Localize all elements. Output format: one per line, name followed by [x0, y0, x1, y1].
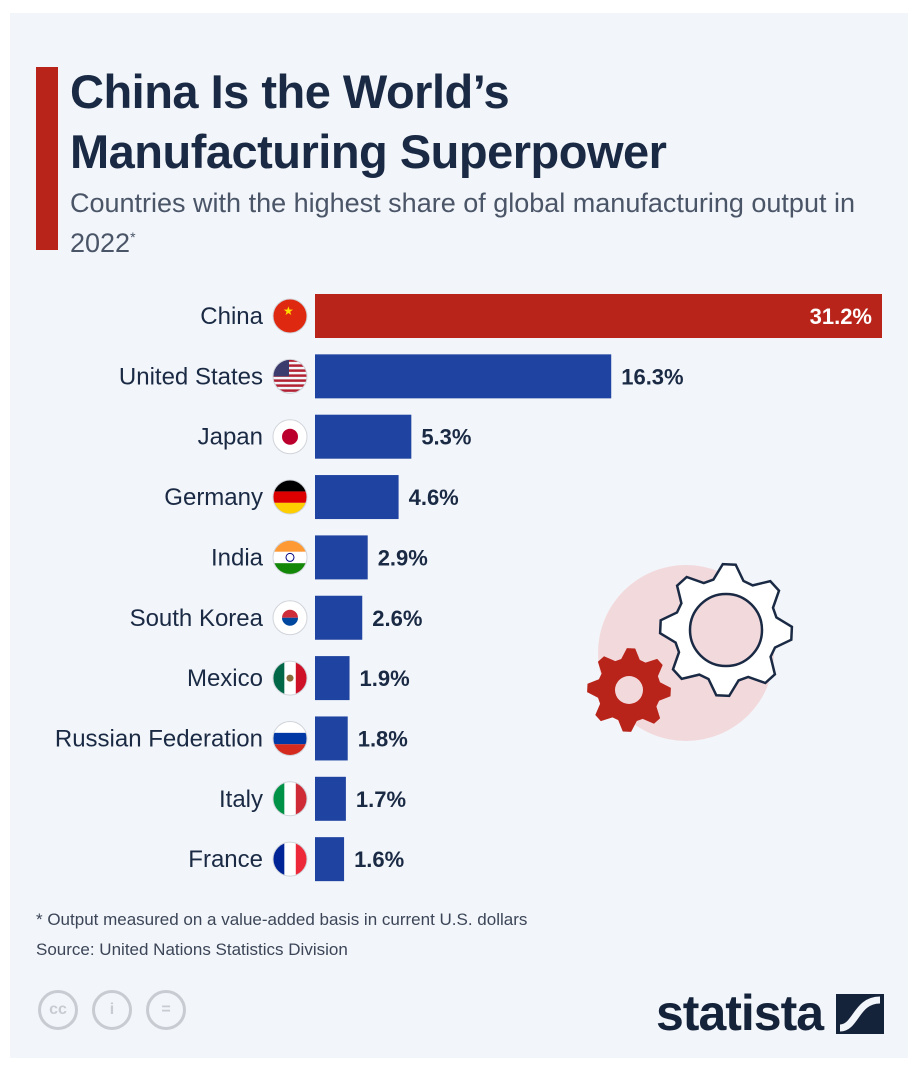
bar	[315, 595, 363, 640]
flag-icon	[272, 419, 308, 455]
bar-row: France 1.6%	[188, 837, 404, 882]
category-label: Mexico	[187, 665, 263, 692]
bar-row: Russian Federation 1.8%	[55, 716, 408, 761]
red-gear-hole	[615, 676, 643, 704]
creative-commons-icon[interactable]: cc	[38, 990, 78, 1030]
value-label: 31.2%	[810, 304, 872, 329]
bar	[315, 776, 346, 821]
bar	[315, 837, 345, 882]
bar-row: Mexico 1.9%	[187, 656, 410, 701]
gears-illustration	[587, 562, 794, 741]
value-label: 2.6%	[372, 606, 422, 631]
bar-row: South Korea 2.6%	[130, 595, 422, 640]
category-label: India	[211, 544, 264, 571]
value-label: 1.8%	[358, 726, 408, 751]
flag-icon	[272, 720, 308, 756]
no-derivatives-icon[interactable]: =	[146, 990, 186, 1030]
value-label: 1.7%	[356, 787, 406, 812]
value-label: 1.9%	[360, 666, 410, 691]
value-label: 4.6%	[409, 485, 459, 510]
source-note: Source: United Nations Statistics Divisi…	[36, 940, 348, 959]
bar-row: Germany 4.6%	[164, 475, 459, 520]
value-label: 2.9%	[378, 545, 428, 570]
statista-logo-mark	[835, 994, 884, 1034]
bar	[315, 716, 348, 761]
attribution-icon[interactable]: i	[92, 990, 132, 1030]
title-accent-bar	[36, 67, 58, 250]
value-label: 16.3%	[621, 364, 683, 389]
category-label: Germany	[164, 484, 263, 511]
white-gear-hole	[688, 592, 764, 668]
bar-row: India 2.9%	[211, 535, 428, 580]
bar-row: Italy 1.7%	[219, 776, 406, 821]
subtitle-text: Countries with the highest share of glob…	[70, 188, 855, 258]
chart-subtitle: Countries with the highest share of glob…	[70, 186, 870, 260]
category-label: United States	[119, 363, 263, 390]
statista-logo[interactable]: statista	[656, 984, 884, 1042]
footnote: * Output measured on a value-added basis…	[36, 910, 528, 929]
chart-title: China Is the World’s Manufacturing Super…	[70, 62, 667, 182]
category-label: Japan	[198, 424, 263, 451]
flag-icon	[272, 358, 308, 394]
flag-icon	[272, 539, 308, 575]
flag-icon	[272, 781, 308, 817]
category-label: Russian Federation	[55, 725, 263, 752]
bar-row: United States 16.3%	[119, 354, 684, 399]
flag-icon	[272, 479, 308, 515]
bar	[315, 656, 350, 701]
svg-text:★: ★	[283, 304, 294, 318]
infographic-panel	[10, 13, 908, 1058]
subtitle-asterisk: *	[130, 229, 136, 245]
bar-row: China ★ 31.2%	[200, 294, 882, 338]
title-line-2: Manufacturing Superpower	[70, 125, 667, 178]
value-label: 5.3%	[421, 425, 471, 450]
flag-icon	[272, 841, 308, 877]
flag-icon	[272, 600, 308, 636]
brand-text: statista	[656, 985, 824, 1041]
flag-icon: ★	[272, 298, 308, 334]
bar	[315, 294, 882, 338]
bar	[315, 535, 368, 580]
bar-row: Japan 5.3%	[198, 414, 471, 459]
category-label: France	[188, 846, 263, 873]
bar	[315, 475, 399, 520]
category-label: Italy	[219, 786, 263, 813]
title-line-1: China Is the World’s	[70, 65, 510, 118]
category-label: South Korea	[130, 605, 264, 632]
value-label: 1.6%	[354, 847, 404, 872]
flag-icon	[272, 660, 308, 696]
category-label: China	[200, 303, 263, 330]
bar	[315, 414, 412, 459]
bar	[315, 354, 612, 399]
